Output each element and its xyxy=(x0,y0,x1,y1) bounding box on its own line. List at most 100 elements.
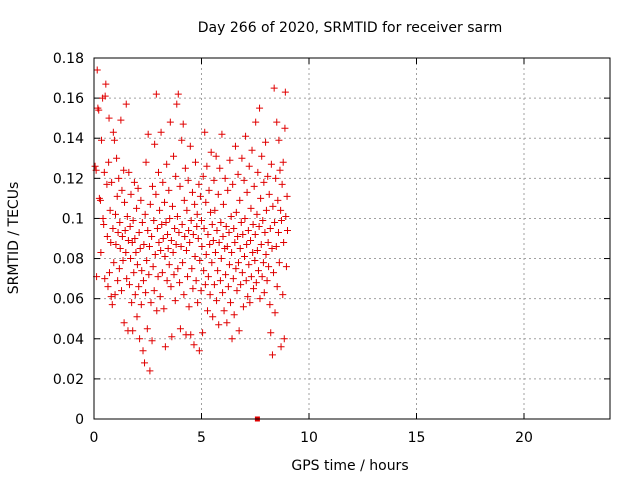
data-point xyxy=(141,210,149,218)
data-point xyxy=(239,303,247,311)
data-point xyxy=(236,196,244,204)
data-point xyxy=(244,226,252,234)
data-point xyxy=(267,160,275,168)
data-point xyxy=(277,216,285,224)
data-point xyxy=(118,287,126,295)
data-point xyxy=(133,313,141,321)
data-point xyxy=(226,156,234,164)
data-point xyxy=(125,281,133,289)
data-point xyxy=(241,214,249,222)
data-point xyxy=(178,220,186,228)
data-point xyxy=(113,154,121,162)
y-tick-label: 0.04 xyxy=(53,332,84,348)
data-point xyxy=(164,245,172,253)
data-point xyxy=(139,347,147,355)
data-point xyxy=(216,164,224,172)
data-point xyxy=(247,204,255,212)
data-point xyxy=(186,142,194,150)
data-point xyxy=(114,228,122,236)
y-tick-label: 0.16 xyxy=(53,91,84,107)
data-point xyxy=(195,180,203,188)
data-point xyxy=(214,267,222,275)
data-point xyxy=(148,232,156,240)
data-point xyxy=(128,299,136,307)
data-point xyxy=(91,162,99,170)
data-point xyxy=(282,212,290,220)
data-point xyxy=(248,146,256,154)
data-point xyxy=(163,277,171,285)
data-point xyxy=(139,277,147,285)
data-point xyxy=(250,182,258,190)
data-point xyxy=(116,245,124,253)
data-point xyxy=(178,136,186,144)
data-point xyxy=(120,166,128,174)
data-point xyxy=(181,164,189,172)
data-point xyxy=(270,84,278,92)
y-tick-label: 0.1 xyxy=(62,211,84,227)
data-point xyxy=(129,327,137,335)
data-point xyxy=(201,281,209,289)
data-point xyxy=(153,307,161,315)
data-point xyxy=(280,239,288,247)
data-point xyxy=(105,114,113,122)
y-tick-label: 0.02 xyxy=(53,372,84,388)
data-point xyxy=(190,341,198,349)
data-point xyxy=(172,241,180,249)
data-point xyxy=(232,265,240,273)
data-point xyxy=(267,329,275,337)
data-point xyxy=(247,237,255,245)
data-point xyxy=(224,283,232,291)
data-point xyxy=(220,307,228,315)
data-point xyxy=(96,196,104,204)
data-point xyxy=(279,158,287,166)
x-tick-label: 10 xyxy=(300,430,318,446)
data-point xyxy=(127,255,135,263)
data-point xyxy=(179,259,187,267)
data-point xyxy=(110,136,118,144)
y-tick-label: 0.06 xyxy=(53,292,84,308)
data-point xyxy=(270,269,278,277)
data-point xyxy=(156,293,164,301)
data-point xyxy=(144,226,152,234)
data-point xyxy=(100,220,108,228)
data-point xyxy=(240,176,248,184)
data-point xyxy=(103,232,111,240)
data-point xyxy=(99,214,107,222)
data-point xyxy=(243,241,251,249)
data-point xyxy=(101,275,109,283)
data-point xyxy=(275,136,283,144)
data-point xyxy=(123,212,131,220)
data-point xyxy=(239,230,247,238)
data-point xyxy=(135,228,143,236)
data-point xyxy=(211,206,219,214)
data-point xyxy=(130,269,138,277)
data-point xyxy=(147,299,155,307)
data-point xyxy=(197,287,205,295)
data-point xyxy=(119,257,127,265)
data-point xyxy=(107,239,115,247)
data-point xyxy=(234,170,242,178)
data-point xyxy=(277,206,285,214)
data-point xyxy=(231,142,239,150)
y-tick-label: 0 xyxy=(75,412,84,428)
data-point xyxy=(284,226,291,234)
data-point xyxy=(283,192,291,200)
data-point xyxy=(280,335,288,343)
data-point xyxy=(143,257,151,265)
data-point xyxy=(107,293,115,301)
data-point xyxy=(174,90,182,98)
data-point xyxy=(254,267,262,275)
data-point xyxy=(273,118,281,126)
data-point xyxy=(241,253,248,261)
data-point xyxy=(259,216,267,224)
data-point xyxy=(167,283,175,291)
data-point xyxy=(180,291,188,299)
data-point xyxy=(111,291,119,299)
data-point xyxy=(209,237,217,245)
data-point xyxy=(159,178,167,186)
data-point xyxy=(109,224,117,232)
data-point xyxy=(115,265,123,273)
data-point xyxy=(146,367,154,375)
data-point xyxy=(261,228,269,236)
data-point xyxy=(199,329,207,337)
